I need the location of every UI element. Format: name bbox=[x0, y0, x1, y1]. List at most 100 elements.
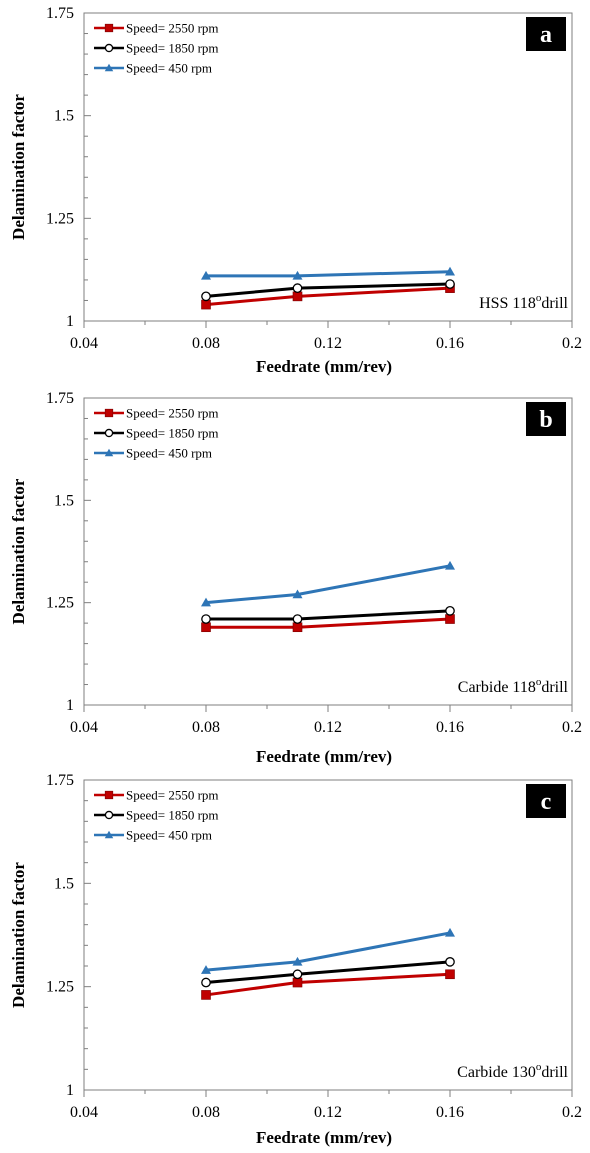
data-point-circle bbox=[201, 291, 211, 302]
x-tick-label: 0.12 bbox=[314, 1104, 342, 1121]
chart-panel-a: 1 1.25 1.5 1.75 0.04 0.08 0.12 0.16 0.2 Feedrate … bbox=[9, 5, 582, 376]
drill-label-suffix: drill bbox=[541, 1064, 568, 1081]
drill-label-name: Carbide 118 bbox=[458, 679, 536, 696]
panel-badge-box bbox=[526, 402, 566, 436]
x-tick-label: 0.2 bbox=[562, 719, 582, 736]
legend-marker-circle bbox=[104, 428, 114, 438]
data-point-square bbox=[292, 977, 303, 988]
legend-marker-square bbox=[104, 790, 114, 800]
legend-marker-square bbox=[104, 23, 114, 33]
legend-label: Speed= 2550 rpm bbox=[126, 21, 219, 36]
x-tick-label: 0.08 bbox=[192, 719, 220, 736]
legend-label: Speed= 2550 rpm bbox=[126, 406, 219, 421]
legend-marker-circle bbox=[104, 810, 114, 820]
x-tick-label: 0.2 bbox=[562, 1104, 582, 1121]
legend-label: Speed= 450 rpm bbox=[126, 446, 212, 461]
data-point-square bbox=[201, 299, 211, 310]
data-point-triangle bbox=[201, 270, 211, 280]
x-tick-label: 0.04 bbox=[70, 335, 98, 352]
drill-label-degree: o bbox=[536, 292, 542, 304]
legend-label: Speed= 450 rpm bbox=[126, 828, 212, 843]
drill-label-degree: o bbox=[536, 676, 542, 688]
y-tick-label: 1.5 bbox=[54, 492, 74, 509]
panel-badge-letter: c bbox=[541, 789, 552, 815]
legend-label: Speed= 450 rpm bbox=[126, 61, 212, 76]
y-tick-label: 1.25 bbox=[46, 210, 74, 227]
y-tick-label: 1.5 bbox=[54, 875, 74, 892]
data-point-circle bbox=[292, 614, 303, 624]
y-tick-label: 1.75 bbox=[46, 5, 74, 22]
data-point-triangle bbox=[445, 927, 455, 937]
drill-label-suffix: drill bbox=[541, 679, 568, 696]
legend-marker-triangle bbox=[104, 830, 114, 839]
drill-label-name: HSS 118 bbox=[479, 295, 536, 312]
x-tick-label: 0.2 bbox=[562, 335, 582, 352]
data-point-circle bbox=[292, 283, 303, 293]
data-point-square bbox=[292, 291, 303, 302]
x-tick-label: 0.04 bbox=[70, 1104, 98, 1121]
y-tick-label: 1 bbox=[66, 697, 74, 714]
y-tick-label: 1 bbox=[66, 313, 74, 330]
data-point-triangle bbox=[292, 270, 303, 280]
chart-panel-c: 1 1.25 1.5 1.75 0.04 0.08 0.12 0.16 0.2 Feedrate … bbox=[9, 772, 582, 1147]
legend-label: Speed= 1850 rpm bbox=[126, 808, 219, 823]
series-line-2 bbox=[206, 270, 451, 278]
data-point-square bbox=[445, 614, 455, 624]
panel-badge-letter: b bbox=[539, 407, 552, 433]
data-point-square bbox=[445, 969, 455, 980]
x-tick-label: 0.04 bbox=[70, 719, 98, 736]
series-line-1 bbox=[206, 609, 451, 621]
x-tick-label: 0.12 bbox=[314, 335, 342, 352]
legend-label: Speed= 2550 rpm bbox=[126, 788, 219, 803]
data-point-circle bbox=[201, 977, 211, 988]
data-point-circle bbox=[445, 957, 455, 967]
data-point-circle bbox=[201, 614, 211, 624]
x-tick-label: 0.12 bbox=[314, 719, 342, 736]
legend-marker-triangle bbox=[104, 63, 114, 72]
panel-badge-letter: a bbox=[540, 22, 552, 48]
x-tick-label: 0.16 bbox=[436, 1104, 464, 1121]
y-axis-title: Delamination factor bbox=[9, 94, 28, 240]
drill-label: Carbide 130odrill bbox=[457, 1061, 568, 1081]
y-axis-title: Delamination factor bbox=[9, 478, 28, 624]
x-tick-label: 0.08 bbox=[192, 1104, 220, 1121]
y-axis-title: Delamination factor bbox=[9, 862, 28, 1008]
drill-label-suffix: drill bbox=[541, 295, 568, 312]
drill-label-name: Carbide 130 bbox=[457, 1064, 536, 1081]
drill-label: Carbide 118odrill bbox=[458, 676, 569, 696]
x-tick-label: 0.16 bbox=[436, 335, 464, 352]
x-axis-title: Feedrate (mm/rev) bbox=[256, 747, 392, 766]
y-tick-label: 1 bbox=[66, 1082, 74, 1099]
data-point-triangle bbox=[201, 597, 211, 607]
legend-marker-triangle bbox=[104, 448, 114, 457]
y-tick-label: 1.5 bbox=[54, 108, 74, 125]
data-point-triangle bbox=[292, 589, 303, 599]
drill-label: HSS 118odrill bbox=[479, 292, 568, 312]
legend-label: Speed= 1850 rpm bbox=[126, 41, 219, 56]
data-point-circle bbox=[292, 969, 303, 980]
data-point-circle bbox=[445, 279, 455, 289]
data-point-square bbox=[292, 622, 303, 633]
panel-badge-box bbox=[526, 17, 566, 51]
legend-marker-circle bbox=[104, 43, 114, 53]
data-point-square bbox=[201, 990, 211, 1000]
x-axis-title: Feedrate (mm/rev) bbox=[256, 357, 392, 376]
y-tick-label: 1.25 bbox=[46, 979, 74, 996]
y-tick-label: 1.75 bbox=[46, 390, 74, 407]
panel-badge-box bbox=[526, 784, 566, 818]
x-tick-label: 0.08 bbox=[192, 335, 220, 352]
data-point-triangle bbox=[445, 266, 455, 276]
legend-label: Speed= 1850 rpm bbox=[126, 426, 219, 441]
series-line-0 bbox=[205, 972, 451, 997]
x-tick-label: 0.16 bbox=[436, 719, 464, 736]
data-point-triangle bbox=[292, 956, 303, 966]
series-line-0 bbox=[205, 286, 451, 307]
legend-marker-square bbox=[104, 408, 114, 418]
x-axis-title: Feedrate (mm/rev) bbox=[256, 1128, 392, 1147]
data-point-triangle bbox=[445, 560, 455, 570]
data-point-circle bbox=[445, 606, 455, 616]
y-tick-label: 1.25 bbox=[46, 595, 74, 612]
drill-label-degree: o bbox=[536, 1061, 542, 1073]
plot-frame bbox=[83, 779, 573, 1091]
